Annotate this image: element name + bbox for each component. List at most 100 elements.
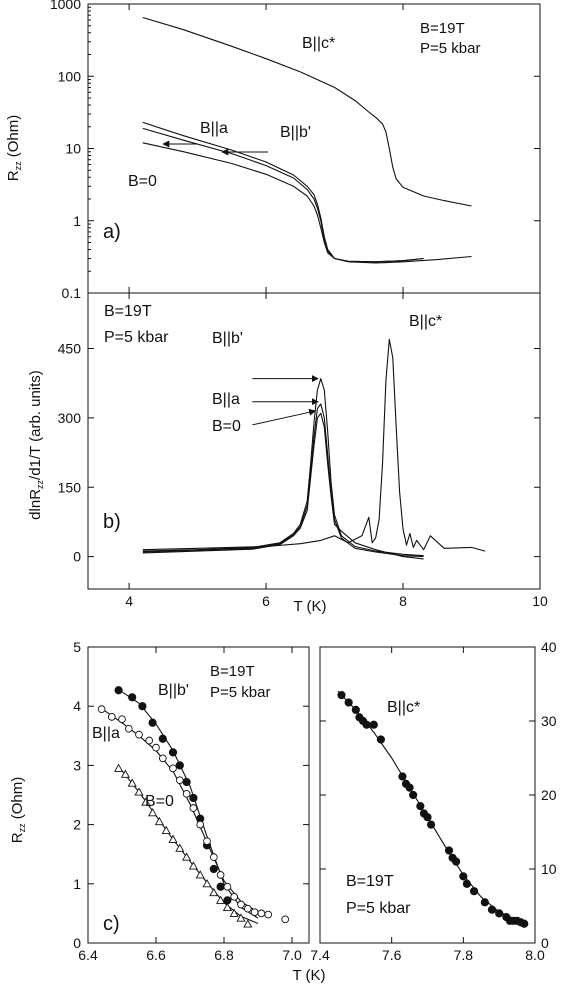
data-point xyxy=(209,887,219,897)
data-point xyxy=(250,908,259,917)
annotation-b-bb: B||b' xyxy=(212,330,243,347)
y-tick-label: 300 xyxy=(58,410,82,426)
y-tick-label: 0 xyxy=(541,935,549,951)
data-point xyxy=(487,905,497,914)
data-point xyxy=(107,713,116,721)
x-tick-label: 7.8 xyxy=(454,947,474,963)
data-point xyxy=(127,778,137,787)
annotation-c-ba: B||a xyxy=(92,725,120,742)
annotation-cr-bc: B||c* xyxy=(387,699,420,716)
y-tick-label: 4 xyxy=(73,698,81,714)
y-tick-label: 0 xyxy=(73,549,81,565)
data-point xyxy=(128,693,137,702)
x-tick-label: 4 xyxy=(125,593,133,609)
data-point xyxy=(257,909,266,918)
data-point xyxy=(209,864,218,874)
annotation-c-field: B=19T xyxy=(210,663,255,680)
data-point xyxy=(520,919,529,928)
data-point xyxy=(188,861,198,870)
data-point xyxy=(237,900,245,909)
y-tick-label: 40 xyxy=(541,639,557,655)
data-point xyxy=(124,724,133,733)
data-point xyxy=(154,816,164,826)
y-tick-label: 3 xyxy=(73,757,81,773)
data-point xyxy=(203,837,211,846)
data-point xyxy=(495,909,504,918)
data-point xyxy=(216,871,225,879)
y-tick-label: 450 xyxy=(58,341,82,357)
data-point xyxy=(426,820,436,829)
series-line-1 xyxy=(142,121,424,263)
annotation-a-bc: B||c* xyxy=(302,35,335,52)
data-point xyxy=(409,790,418,800)
data-point xyxy=(118,715,126,724)
data-point xyxy=(97,705,106,714)
data-point xyxy=(134,787,144,796)
data-point xyxy=(405,783,414,792)
y-tick-label: 1 xyxy=(73,213,81,229)
data-point xyxy=(182,789,191,798)
data-point xyxy=(337,691,346,700)
panel-c-left-fit-curves xyxy=(101,689,259,925)
annotation-c-bb: B||b' xyxy=(158,682,189,699)
data-point xyxy=(452,857,461,866)
panel-a-curves xyxy=(142,16,472,264)
x-tick-label: 6 xyxy=(262,593,270,609)
data-point xyxy=(195,870,205,879)
series-line-2 xyxy=(142,127,424,263)
data-point xyxy=(182,777,191,787)
panel-b-label: b) xyxy=(103,511,121,533)
data-point xyxy=(462,879,472,888)
data-point xyxy=(344,698,353,707)
panel-b-curves xyxy=(142,338,486,560)
x-tick-label: 8 xyxy=(399,593,407,609)
panel-a: 0.1 1 10 100 1000 Rzz (Ohm) B||c* B=19T P=5 … xyxy=(5,0,541,301)
data-point xyxy=(175,761,184,770)
annotation-b-ba: B||a xyxy=(212,391,240,408)
annotation-cr-pressure: P=5 kbar xyxy=(346,900,411,917)
data-point xyxy=(158,734,167,743)
data-point xyxy=(168,748,178,757)
annotation-a-b0: B=0 xyxy=(128,173,157,190)
series-line-0 xyxy=(118,689,259,919)
data-point xyxy=(209,853,218,862)
x-tick-label: 7.6 xyxy=(382,947,402,963)
data-point xyxy=(189,793,198,803)
data-point xyxy=(145,736,154,745)
data-point xyxy=(243,904,252,913)
panel-c-left-frame xyxy=(87,646,310,944)
panel-c-label: c) xyxy=(103,913,120,935)
data-point xyxy=(189,804,198,812)
annotation-c-b0: B=0 xyxy=(145,793,174,810)
panel-c-left: 6.4 6.6 6.8 7.0 0 1 2 3 4 5 Rzz (Ohm) T (K) B=19T… xyxy=(9,639,326,984)
annotation-b-b0: B=0 xyxy=(212,418,241,435)
panel-b: 4 6 8 10 0 150 300 450 dlnRzz/d1/T (arb. units)… xyxy=(27,292,548,615)
annotation-arrow xyxy=(252,408,317,426)
y-tick-label: 10 xyxy=(541,861,557,877)
data-point xyxy=(216,882,225,891)
data-point xyxy=(230,892,239,901)
data-point xyxy=(222,902,232,911)
y-tick-label: 2 xyxy=(73,817,81,833)
annotation-a-bb: B||b' xyxy=(280,124,311,141)
y-tick-label: 100 xyxy=(58,68,82,84)
y-tick-label: 1 xyxy=(73,876,81,892)
data-point xyxy=(376,735,386,744)
data-point xyxy=(202,879,212,888)
series-line-2 xyxy=(142,403,424,558)
y-tick-label: 30 xyxy=(541,713,557,729)
y-tick-label: 10 xyxy=(65,141,81,157)
data-point xyxy=(480,898,489,907)
x-tick-label: 6.8 xyxy=(214,947,234,963)
panel-c-right-ticks: 7.4 7.6 7.8 8.00 10 20 30 40 xyxy=(310,639,557,963)
panel-b-x-axis-label: T (K) xyxy=(293,598,326,615)
panel-a-label: a) xyxy=(103,221,121,243)
data-point xyxy=(135,730,143,739)
panel-b-arrows xyxy=(252,375,319,426)
y-tick-label: 20 xyxy=(541,787,557,803)
y-tick-label: 150 xyxy=(58,479,82,495)
series-line-1 xyxy=(101,708,259,913)
data-point xyxy=(152,743,160,752)
data-point xyxy=(459,872,468,881)
series-line-0 xyxy=(142,338,486,552)
